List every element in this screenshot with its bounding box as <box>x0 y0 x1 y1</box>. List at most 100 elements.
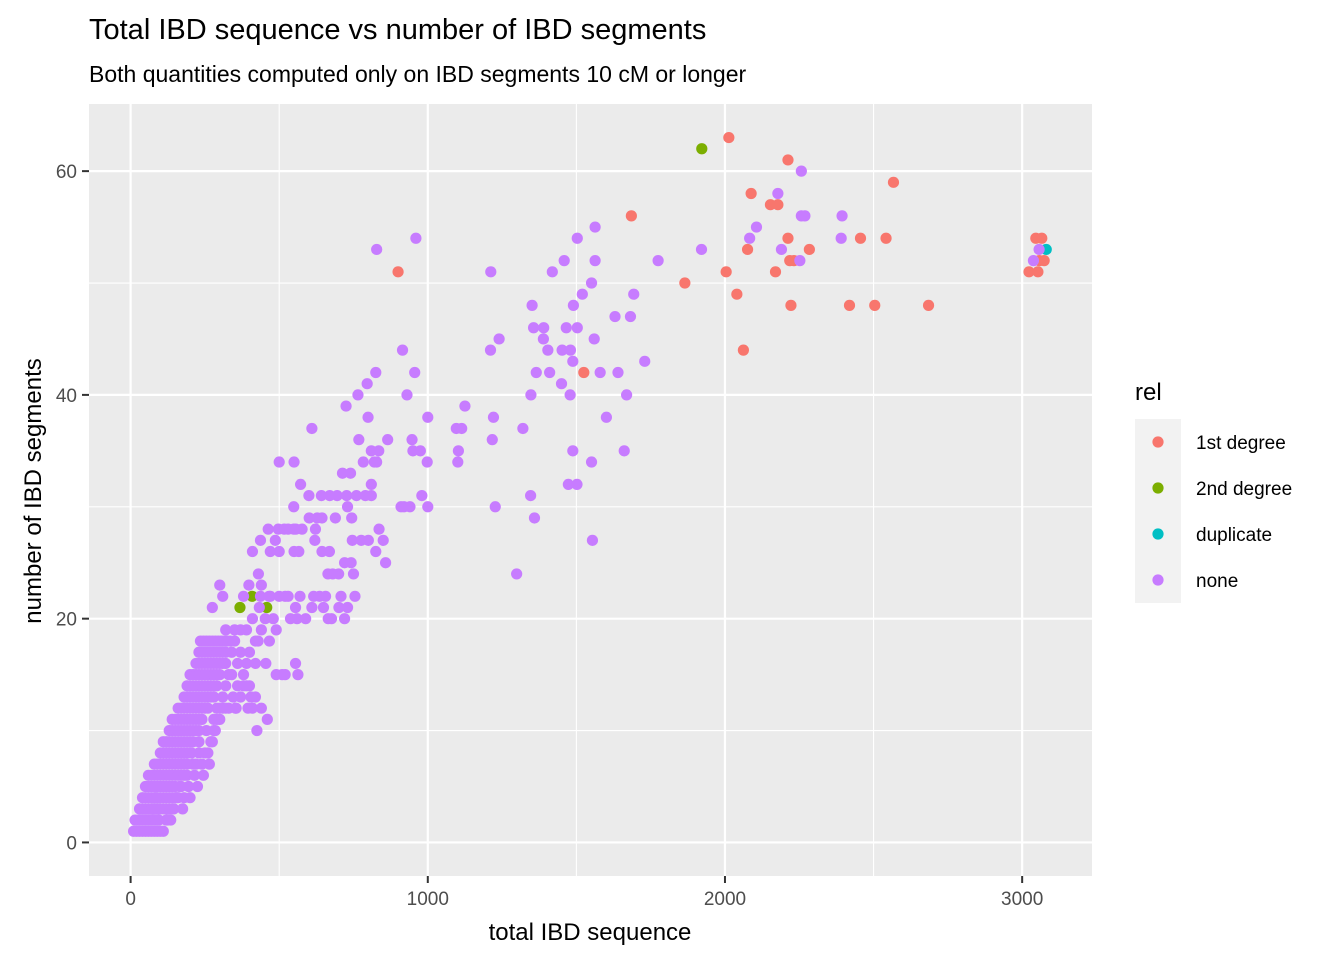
data-point <box>300 613 312 625</box>
data-point <box>544 366 556 379</box>
data-point <box>249 635 262 647</box>
data-point <box>409 366 421 379</box>
data-point <box>576 288 588 300</box>
data-point <box>347 568 360 580</box>
data-point <box>341 601 354 614</box>
data-point <box>484 344 497 356</box>
data-point <box>229 635 241 647</box>
data-point <box>382 434 394 446</box>
data-point <box>511 568 523 580</box>
data-point <box>205 736 217 748</box>
data-point <box>795 165 807 177</box>
data-point <box>171 792 183 804</box>
data-point <box>246 702 259 714</box>
data-point <box>785 299 797 311</box>
data-point <box>316 512 328 524</box>
data-point <box>211 713 223 725</box>
data-point <box>368 456 380 468</box>
data-point <box>296 523 308 535</box>
data-point <box>723 131 735 144</box>
data-point <box>361 378 373 390</box>
data-point <box>184 747 196 759</box>
legend-label: none <box>1196 571 1238 592</box>
data-point <box>558 255 570 267</box>
data-point <box>562 478 574 491</box>
data-point <box>341 489 353 502</box>
data-point <box>336 467 349 479</box>
data-point <box>379 557 392 569</box>
data-point <box>373 523 385 535</box>
legend-label: 2nd degree <box>1196 479 1292 500</box>
chart-subtitle: Both quantities computed only on IBD seg… <box>89 61 746 87</box>
data-point <box>836 210 848 222</box>
data-point <box>263 590 275 602</box>
data-point <box>350 489 363 502</box>
data-point <box>264 545 276 558</box>
data-point <box>525 489 537 502</box>
data-points <box>127 131 1052 837</box>
x-tick-label: 3000 <box>1001 889 1043 910</box>
data-point <box>525 389 537 401</box>
data-point <box>769 266 782 278</box>
data-point <box>294 478 307 491</box>
data-point <box>422 411 434 423</box>
y-axis: 0 20 40 60 <box>56 162 89 854</box>
data-point <box>147 803 159 815</box>
data-point <box>289 601 302 614</box>
data-point <box>404 501 416 513</box>
data-point <box>624 310 637 323</box>
data-point <box>252 568 264 580</box>
data-point <box>254 534 267 546</box>
data-point <box>1027 255 1040 267</box>
data-point <box>567 445 579 457</box>
data-point <box>191 780 204 793</box>
data-point <box>586 534 599 546</box>
data-point <box>555 378 568 390</box>
y-tick-label: 0 <box>66 833 77 854</box>
data-point <box>835 232 847 244</box>
data-point <box>309 534 321 546</box>
data-point <box>537 333 549 345</box>
y-axis-title: number of IBD segments <box>20 358 47 623</box>
data-point <box>243 646 256 658</box>
data-point <box>237 590 250 602</box>
data-point <box>421 456 433 468</box>
data-point <box>255 624 267 636</box>
data-point <box>869 299 881 311</box>
data-point <box>371 243 383 256</box>
chart-title: Total IBD sequence vs number of IBD segm… <box>89 14 706 46</box>
data-point <box>246 590 258 602</box>
data-point <box>887 176 900 188</box>
data-point <box>794 255 806 267</box>
data-point <box>315 489 327 502</box>
data-point <box>197 769 210 781</box>
data-point <box>234 646 247 658</box>
data-point <box>220 680 232 692</box>
data-point <box>621 389 633 401</box>
data-point <box>782 232 794 244</box>
data-point <box>452 445 465 457</box>
data-point <box>370 545 382 558</box>
data-point <box>564 389 576 401</box>
data-point <box>392 266 404 278</box>
data-point <box>639 355 651 367</box>
data-point <box>255 702 267 714</box>
data-point <box>211 680 223 692</box>
legend-key <box>1152 436 1164 448</box>
data-point <box>182 780 195 793</box>
data-point <box>352 389 364 401</box>
data-point <box>208 724 220 737</box>
data-point <box>564 344 577 356</box>
data-point <box>308 590 320 602</box>
data-point <box>177 803 189 815</box>
data-point <box>585 456 598 468</box>
data-point <box>880 232 892 244</box>
data-point <box>335 590 347 602</box>
data-point <box>329 512 341 524</box>
data-point <box>188 769 201 781</box>
data-point <box>237 669 250 681</box>
data-point <box>775 243 788 256</box>
data-point <box>217 691 229 703</box>
data-point <box>253 601 265 614</box>
